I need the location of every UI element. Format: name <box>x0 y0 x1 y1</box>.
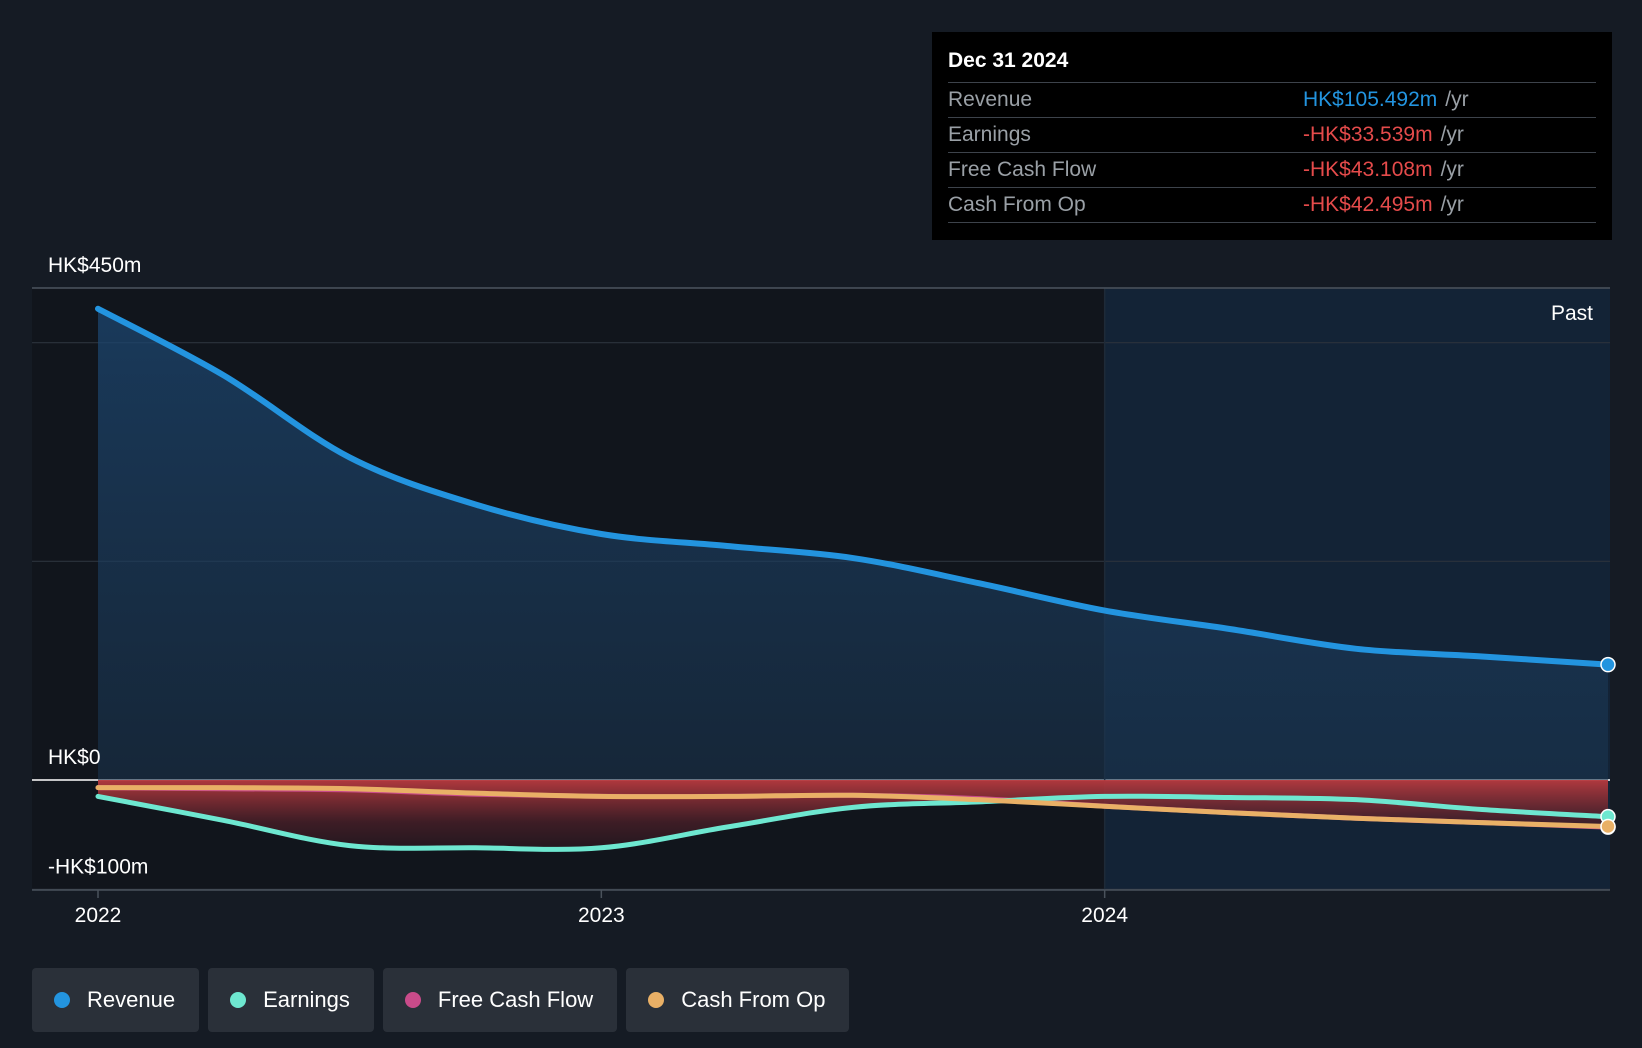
axes <box>32 287 1610 898</box>
tooltip-label: Free Cash Flow <box>948 158 1097 181</box>
revenue-area <box>98 308 1608 780</box>
revenue-end-point <box>1600 656 1616 673</box>
tooltip-date: Dec 31 2024 <box>948 46 1596 83</box>
tooltip-label: Cash From Op <box>948 193 1086 216</box>
y-tick-label: HK$0 <box>48 746 101 769</box>
legend-label: Revenue <box>87 987 176 1012</box>
tooltip-label: Revenue <box>948 88 1033 111</box>
tooltip-row-cash-from-op: Cash From Op -HK$42.495m /yr <box>948 188 1596 223</box>
tooltip-unit: /yr <box>1440 193 1464 216</box>
tooltip-label: Earnings <box>948 123 1031 146</box>
x-tick-label: 2024 <box>1081 904 1128 927</box>
tooltip-row-earnings: Earnings -HK$33.539m /yr <box>948 118 1596 153</box>
x-tick-label: 2022 <box>75 904 122 927</box>
legend-dot-icon <box>404 992 421 1008</box>
cash-from-op-line <box>95 785 1611 829</box>
legend-item-free-cash-flow[interactable]: Free Cash Flow <box>382 968 618 1032</box>
tooltip-unit: /yr <box>1445 88 1469 111</box>
legend: Revenue Earnings Free Cash Flow Cash Fro… <box>32 968 850 1032</box>
tooltip-row-revenue: Revenue HK$105.492m /yr <box>948 83 1596 118</box>
tooltip-row-free-cash-flow: Free Cash Flow -HK$43.108m /yr <box>948 153 1596 188</box>
tooltip-unit: /yr <box>1440 123 1464 146</box>
legend-dot-icon <box>230 992 247 1008</box>
legend-item-earnings[interactable]: Earnings <box>208 968 374 1032</box>
legend-dot-icon <box>54 992 70 1008</box>
legend-item-cash-from-op[interactable]: Cash From Op <box>626 968 850 1032</box>
tooltip-value: -HK$42.495m <box>1303 193 1433 216</box>
tooltip-value: HK$105.492m <box>1303 88 1438 111</box>
legend-label: Earnings <box>263 987 350 1012</box>
earnings-line <box>95 793 1611 852</box>
past-label: Past <box>1551 302 1593 325</box>
tooltip-value: -HK$43.108m <box>1303 158 1433 181</box>
axis-labels: HK$450m HK$0 -HK$100m 2022 2023 2024 Past <box>48 254 1593 927</box>
legend-label: Free Cash Flow <box>437 987 594 1012</box>
tooltip-value: -HK$33.539m <box>1303 123 1433 146</box>
legend-label: Cash From Op <box>681 987 826 1012</box>
revenue-line <box>95 305 1611 668</box>
legend-dot-icon <box>648 992 665 1008</box>
x-tick-label: 2023 <box>578 904 625 927</box>
cash-from-op-end-point <box>1600 818 1616 835</box>
series-lines <box>95 305 1616 852</box>
tooltip-unit: /yr <box>1440 158 1464 181</box>
legend-item-revenue[interactable]: Revenue <box>32 968 200 1032</box>
tooltip-panel: Dec 31 2024 Revenue HK$105.492m /yr Earn… <box>932 32 1612 240</box>
y-tick-label: -HK$100m <box>48 855 148 878</box>
y-tick-label: HK$450m <box>48 254 141 277</box>
